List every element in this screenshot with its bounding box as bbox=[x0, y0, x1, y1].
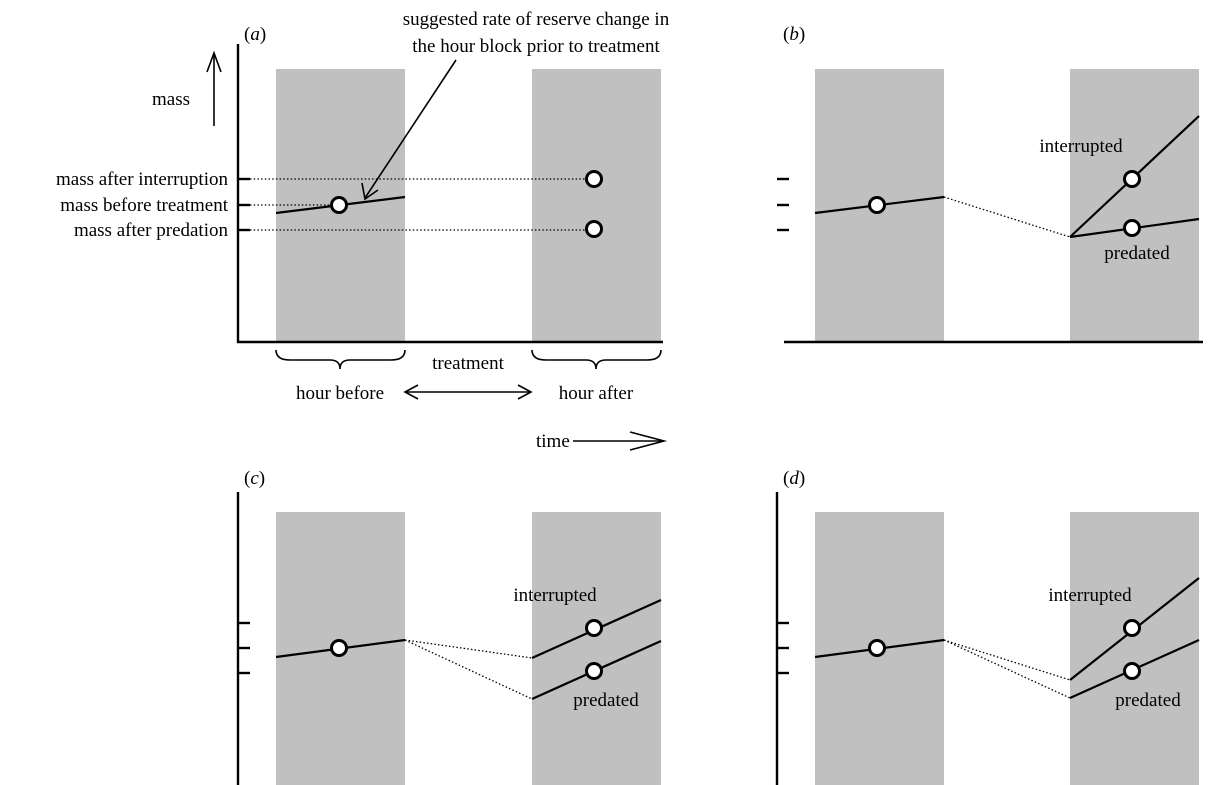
panel-a-point-predation bbox=[585, 220, 603, 238]
panel-d-label-predated: predated bbox=[1115, 690, 1181, 711]
label-hour-before: hour before bbox=[296, 383, 384, 404]
annotation-line-2: the hour block prior to treatment bbox=[412, 36, 660, 57]
panel-a: (a) mass mass after interruption mass be… bbox=[56, 9, 670, 452]
panel-c-gap-line-interrupted bbox=[404, 639, 533, 659]
panel-c-point-predated bbox=[585, 662, 603, 680]
treatment-double-arrow-icon bbox=[403, 384, 533, 400]
panel-b-tag: (b) bbox=[783, 24, 805, 45]
panel-d: (d) interrupted predated bbox=[775, 468, 1200, 785]
panel-a-hour-after-band bbox=[532, 69, 661, 342]
panel-b: (b) interrupted predated bbox=[777, 24, 1203, 344]
panel-c: (c) interrupted predated bbox=[236, 468, 662, 785]
panel-c-tag: (c) bbox=[244, 468, 265, 489]
panel-b-point-predated bbox=[1123, 219, 1141, 237]
mass-axis-label: mass bbox=[152, 89, 190, 110]
panel-d-gap-line-predated bbox=[943, 639, 1071, 699]
brace-hour-after bbox=[531, 349, 662, 370]
label-mass-before-treatment: mass before treatment bbox=[60, 195, 228, 216]
annotation-arrow-icon bbox=[361, 59, 457, 201]
panel-c-label-interrupted: interrupted bbox=[513, 585, 597, 606]
panel-b-gap-line bbox=[943, 196, 1071, 238]
panel-d-point-interrupted bbox=[1123, 619, 1141, 637]
panel-d-point-before bbox=[868, 639, 886, 657]
panel-c-point-before bbox=[330, 639, 348, 657]
panel-d-tag: (d) bbox=[783, 468, 805, 489]
panel-c-label-predated: predated bbox=[573, 690, 639, 711]
panel-b-hour-after-band bbox=[1070, 69, 1199, 342]
label-mass-after-predation: mass after predation bbox=[74, 220, 229, 241]
brace-hour-before bbox=[275, 349, 406, 370]
mass-arrow-icon bbox=[206, 50, 222, 126]
panel-a-tag: (a) bbox=[244, 24, 266, 45]
label-mass-after-interruption: mass after interruption bbox=[56, 169, 229, 190]
panel-b-point-interrupted bbox=[1123, 170, 1141, 188]
panel-c-point-interrupted bbox=[585, 619, 603, 637]
panel-a-point-before bbox=[330, 196, 348, 214]
panel-b-label-predated: predated bbox=[1104, 243, 1170, 264]
panel-d-label-interrupted: interrupted bbox=[1048, 585, 1132, 606]
panel-b-label-interrupted: interrupted bbox=[1039, 136, 1123, 157]
annotation-line-1: suggested rate of reserve change in bbox=[403, 9, 670, 30]
panel-d-point-predated bbox=[1123, 662, 1141, 680]
panel-d-gap-line-interrupted bbox=[943, 639, 1071, 681]
panel-a-point-interruption bbox=[585, 170, 603, 188]
time-axis-label: time bbox=[536, 431, 570, 452]
panel-b-point-before bbox=[868, 196, 886, 214]
label-treatment: treatment bbox=[432, 353, 504, 374]
panel-a-axes bbox=[236, 44, 663, 344]
panel-c-gap-line-predated bbox=[404, 639, 533, 700]
label-hour-after: hour after bbox=[559, 383, 634, 404]
time-arrow-icon bbox=[573, 431, 668, 451]
